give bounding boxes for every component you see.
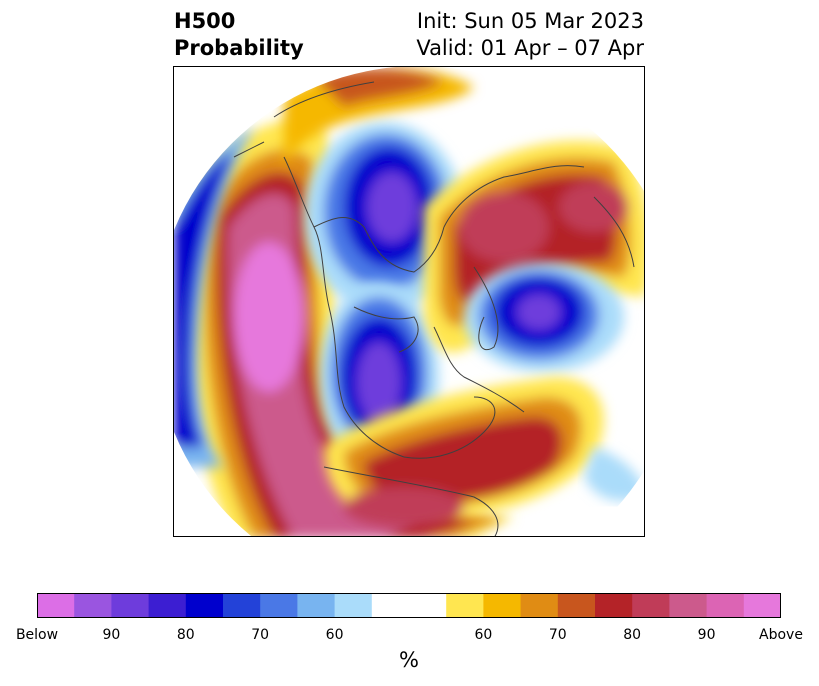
colorbar-tick-label: Above xyxy=(759,627,803,643)
variable-title: H500 xyxy=(174,9,236,33)
colorbar-tick-label: 90 xyxy=(697,627,716,643)
colorbar-tick-label: 60 xyxy=(474,627,493,643)
colorbar-tick-label: 70 xyxy=(548,627,567,643)
colorbar-tick-label: 80 xyxy=(623,627,642,643)
colorbar-segment xyxy=(483,593,522,618)
coastlines xyxy=(233,81,635,536)
colorbar-segment xyxy=(371,593,410,618)
colorbar-segment xyxy=(520,593,559,618)
colorbar-segment xyxy=(743,593,781,618)
colorbar-segment xyxy=(223,593,261,618)
colorbar-segment xyxy=(632,593,670,618)
colorbar-segment xyxy=(706,593,745,618)
map-svg xyxy=(174,67,644,536)
colorbar xyxy=(37,593,781,618)
colorbar-border xyxy=(37,593,781,618)
colorbar-segment xyxy=(446,593,484,618)
colorbar-segment xyxy=(111,593,150,618)
colorbar-segment xyxy=(557,593,596,618)
colorbar-segment xyxy=(185,593,224,618)
colorbar-unit-label: % xyxy=(399,648,419,672)
colorbar-segment xyxy=(409,593,447,618)
colorbar-segment xyxy=(37,593,75,618)
probability-field xyxy=(174,67,644,536)
colorbar-segment xyxy=(334,593,373,618)
colorbar-tick-label: 90 xyxy=(102,627,121,643)
colorbar-svg xyxy=(37,593,781,618)
valid-range: Valid: 01 Apr – 07 Apr xyxy=(416,36,644,60)
colorbar-segment xyxy=(148,593,187,618)
init-time: Init: Sun 05 Mar 2023 xyxy=(416,9,644,33)
product-title: Probability xyxy=(174,36,304,60)
colorbar-tick-label: 70 xyxy=(251,627,270,643)
colorbar-tick-label: 60 xyxy=(325,627,344,643)
colorbar-tick-label: Below xyxy=(15,627,59,643)
colorbar-segment xyxy=(669,593,708,618)
colorbar-tick-label: 80 xyxy=(176,627,195,643)
colorbar-segment xyxy=(74,593,112,618)
colorbar-segment xyxy=(297,593,336,618)
probability-map xyxy=(173,66,645,537)
colorbar-segment xyxy=(260,593,298,618)
colorbar-segment xyxy=(595,593,633,618)
title-block-right: Init: Sun 05 Mar 2023 Valid: 01 Apr – 07… xyxy=(416,8,644,62)
title-block-left: H500 Probability xyxy=(174,8,304,62)
